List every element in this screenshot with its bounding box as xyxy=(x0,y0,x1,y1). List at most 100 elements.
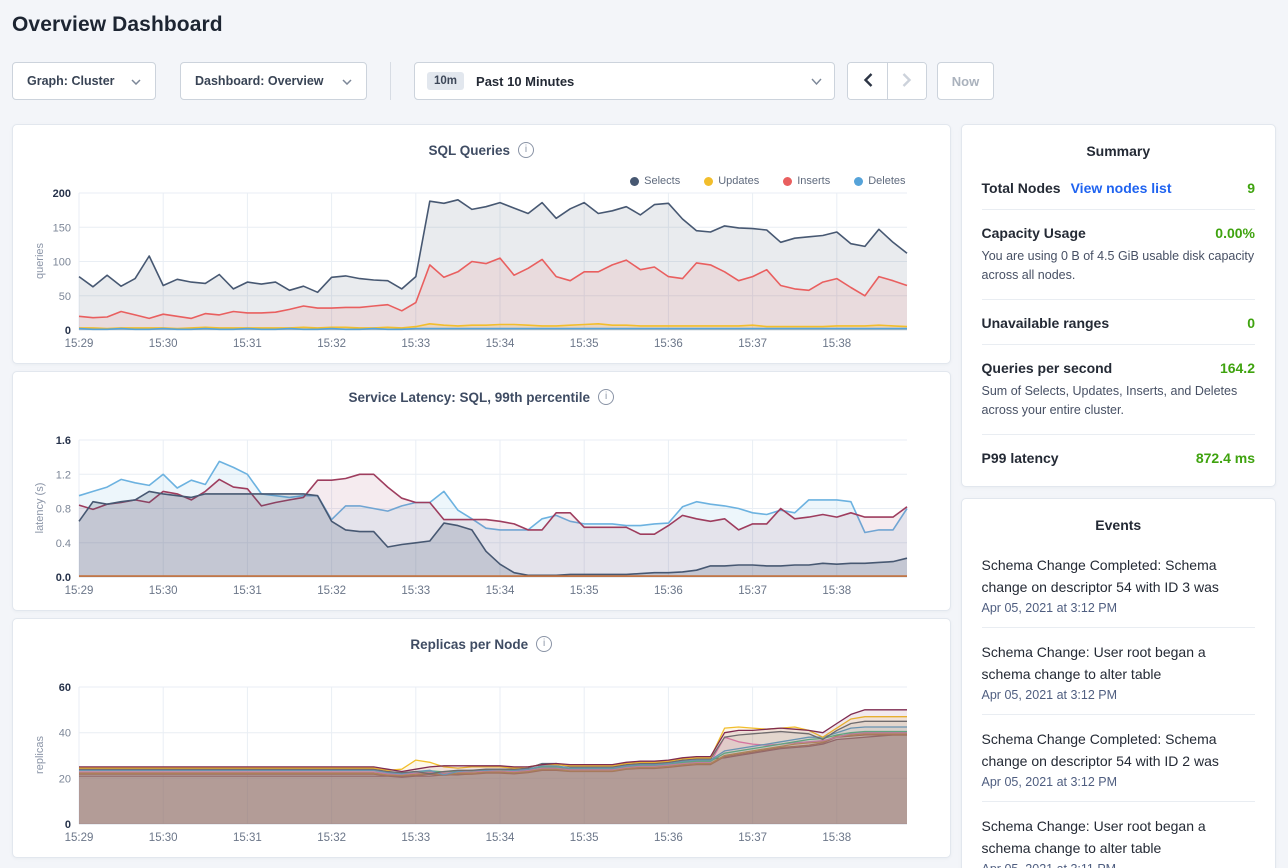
svg-text:0: 0 xyxy=(65,819,71,831)
svg-text:15:29: 15:29 xyxy=(65,832,94,843)
dashboard-dropdown[interactable]: Dashboard: Overview xyxy=(180,62,367,100)
unavailable-ranges-value: 0 xyxy=(1247,314,1255,331)
series-node-8-area xyxy=(79,735,907,824)
series-node-3-area xyxy=(79,721,907,824)
events-panel: Events Schema Change Completed: Schema c… xyxy=(960,497,1276,868)
series-node-9-area xyxy=(79,735,907,824)
svg-text:100: 100 xyxy=(53,257,71,269)
replicas-per-node-plot[interactable]: 15:29 15:30 15:31 15:32 15:33 15:34 15:35 15:36… xyxy=(13,667,959,844)
dashboard-dropdown-label: Dashboard: Overview xyxy=(195,74,324,88)
time-range-label: Past 10 Minutes xyxy=(476,73,575,89)
series-node-5-area xyxy=(79,731,907,824)
series-node-6-area xyxy=(79,732,907,824)
svg-text:15:30: 15:30 xyxy=(149,338,178,349)
chart-panel-service-latency: Service Latency: SQL, 99th percentile i … xyxy=(12,371,951,611)
qps-value: 164.2 xyxy=(1219,359,1255,376)
series-node-c-line xyxy=(78,490,908,577)
summary-row-qps: Queries per second 164.2 Sum of Selects,… xyxy=(981,345,1255,435)
time-range-selector[interactable]: 10m Past 10 Minutes xyxy=(414,62,835,100)
legend-item-selects[interactable]: Selects xyxy=(630,175,680,187)
series-node-a-area xyxy=(79,461,907,577)
summary-panel: Summary Total Nodes View nodes list 9 Ca… xyxy=(960,124,1276,487)
time-next-button[interactable] xyxy=(887,63,926,99)
unavailable-ranges-label: Unavailable ranges xyxy=(981,314,1110,331)
event-message: Schema Change: User root began a schema … xyxy=(981,643,1206,682)
svg-text:15:31: 15:31 xyxy=(233,585,262,596)
svg-text:15:38: 15:38 xyxy=(822,832,851,843)
svg-text:15:29: 15:29 xyxy=(65,338,94,349)
legend-item-deletes[interactable]: Deletes xyxy=(854,175,906,187)
event-message: Schema Change Completed: Schema change o… xyxy=(981,730,1219,770)
capacity-usage-description: You are using 0 B of 4.5 GiB usable disk… xyxy=(981,249,1255,283)
svg-text:15:33: 15:33 xyxy=(401,585,430,596)
events-title: Events xyxy=(1095,516,1142,533)
info-icon[interactable]: i xyxy=(518,142,535,158)
svg-text:15:35: 15:35 xyxy=(570,585,599,596)
series-selects-line xyxy=(78,199,908,294)
chevron-right-icon xyxy=(902,72,912,91)
svg-text:15:30: 15:30 xyxy=(149,585,178,596)
replicas-per-node-chart[interactable]: 15:29 15:30 15:31 15:32 15:33 15:34 15:35 15:36… xyxy=(13,667,959,844)
chart-header: Service Latency: SQL, 99th percentile i xyxy=(13,389,950,405)
event-message: Schema Change: User root began a schema … xyxy=(981,818,1206,857)
event-item: Schema Change: User root began a schema … xyxy=(981,628,1255,715)
chart-panel-replicas-per-node: Replicas per Node i 15:29 15:30 15:31 15:32… xyxy=(12,618,951,858)
capacity-usage-value: 0.00% xyxy=(1215,225,1255,241)
chart-legend: Selects Updates Inserts Deletes xyxy=(630,175,906,187)
series-node-a-line xyxy=(78,460,908,534)
svg-text:15:36: 15:36 xyxy=(654,832,683,843)
svg-text:50: 50 xyxy=(59,291,71,303)
svg-text:15:37: 15:37 xyxy=(738,585,767,596)
info-icon[interactable]: i xyxy=(598,389,615,405)
dashboard-main: SQL Queries i Selects Updates Inserts Delet… xyxy=(12,124,1276,868)
series-node-6-line xyxy=(79,732,907,775)
time-prev-button[interactable] xyxy=(848,63,887,99)
svg-text:15:34: 15:34 xyxy=(486,585,515,596)
legend-dot-icon xyxy=(704,176,714,186)
qps-description: Sum of Selects, Updates, Inserts, and De… xyxy=(981,383,1238,418)
legend-dot-icon xyxy=(854,176,864,186)
svg-text:15:31: 15:31 xyxy=(233,832,262,843)
service-latency-plot[interactable]: 15:29 15:30 15:31 15:32 15:33 15:34 15:35 15:36… xyxy=(13,420,959,597)
series-node-7-area xyxy=(79,733,907,824)
svg-text:15:38: 15:38 xyxy=(822,585,851,596)
svg-text:0.8: 0.8 xyxy=(56,504,71,516)
chart-header: Replicas per Node i xyxy=(13,636,950,652)
event-item: Schema Change Completed: Schema change o… xyxy=(981,541,1255,628)
p99-latency-value: 872.4 ms xyxy=(1195,449,1255,466)
chevron-down-icon xyxy=(131,74,141,88)
svg-text:0: 0 xyxy=(65,325,71,337)
total-nodes-value: 9 xyxy=(1247,180,1255,196)
sql-queries-chart[interactable]: 15:29 15:30 15:31 15:32 15:33 15:34 15:35 15:36… xyxy=(13,173,959,350)
chart-header: SQL Queries i xyxy=(13,142,950,158)
info-icon[interactable]: i xyxy=(536,636,553,652)
legend-item-updates[interactable]: Updates xyxy=(704,175,759,187)
svg-text:15:38: 15:38 xyxy=(822,338,851,349)
series-selects-area xyxy=(79,199,907,330)
view-nodes-list-link[interactable]: View nodes list xyxy=(1070,180,1172,196)
svg-text:1.6: 1.6 xyxy=(56,435,71,447)
event-timestamp: Apr 05, 2021 at 3:12 PM xyxy=(981,687,1118,702)
svg-text:15:35: 15:35 xyxy=(570,832,599,843)
service-latency-chart[interactable]: 15:29 15:30 15:31 15:32 15:33 15:34 15:35 15:36… xyxy=(13,420,959,597)
svg-text:0.0: 0.0 xyxy=(56,572,71,584)
svg-text:15:37: 15:37 xyxy=(738,832,767,843)
series-node-3-line xyxy=(79,720,907,775)
series-node-2-area xyxy=(79,716,907,824)
svg-text:60: 60 xyxy=(59,682,71,694)
summary-title: Summary xyxy=(1086,143,1151,159)
summary-row-p99: P99 latency 872.4 ms xyxy=(982,435,1255,470)
svg-text:150: 150 xyxy=(53,222,71,234)
series-node-8-line xyxy=(79,734,907,777)
chart-title: Replicas per Node xyxy=(410,636,529,652)
legend-item-inserts[interactable]: Inserts xyxy=(783,175,830,187)
svg-text:15:36: 15:36 xyxy=(654,338,683,349)
now-button[interactable]: Now xyxy=(937,62,994,100)
sql-queries-plot[interactable]: 15:29 15:30 15:31 15:32 15:33 15:34 15:35 15:36… xyxy=(13,173,959,350)
svg-text:15:37: 15:37 xyxy=(738,338,767,349)
chevron-down-icon xyxy=(811,72,822,90)
graph-scope-dropdown[interactable]: Graph: Cluster xyxy=(12,62,156,100)
summary-row-total-nodes: Total Nodes View nodes list 9 xyxy=(981,165,1255,210)
overview-dashboard-page: Overview Dashboard Graph: Cluster Dashbo… xyxy=(0,13,1288,868)
svg-text:40: 40 xyxy=(59,728,71,740)
